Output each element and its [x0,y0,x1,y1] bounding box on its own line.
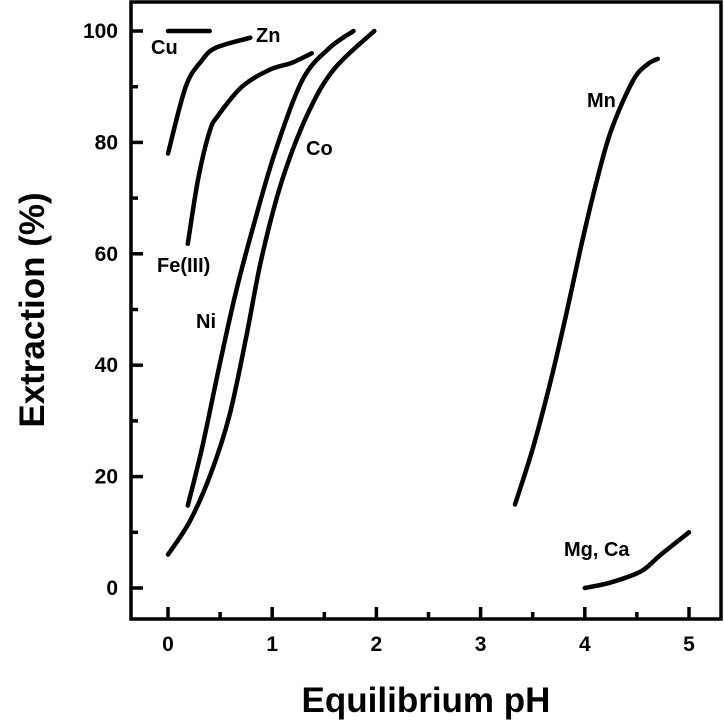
curve-mn [512,56,660,507]
series-curves [165,28,692,591]
label-mn: Mn [587,90,616,112]
curve-zn [165,35,253,156]
y-tick-label: 80 [95,131,118,154]
label-ni: Ni [196,311,216,333]
y-tick-label: 100 [83,20,118,43]
y-tick-label: 0 [106,577,118,600]
label-mg-ca: Mg, Ca [564,539,630,561]
x-tick-label: 5 [683,633,695,656]
curve-fe-iii [185,51,315,247]
x-tick-label: 1 [266,633,278,656]
x-tick-label: 4 [579,633,591,656]
label-zn: Zn [256,25,280,47]
y-tick-label: 40 [95,354,118,377]
y-tick-label: 60 [95,243,118,266]
y-axis-title: Extraction (%) [13,192,52,427]
x-tick-label: 0 [162,633,174,656]
y-tick-label: 20 [95,466,118,489]
series-labels: Cu Zn Fe(III) Ni Co Mn Mg, Ca [151,25,630,561]
plot-frame [129,0,723,621]
label-co: Co [306,138,333,160]
label-fe-iii: Fe(III) [157,255,210,277]
curve-co [165,28,377,557]
axis-ticks: 0 1 2 3 4 5 0 20 40 60 80 100 [83,20,695,656]
x-axis-title: Equilibrium pH [302,681,551,720]
label-cu: Cu [151,37,178,59]
x-tick-label: 2 [371,633,383,656]
curve-mg-ca [582,530,692,591]
curve-ni [185,28,356,508]
x-tick-label: 3 [475,633,487,656]
